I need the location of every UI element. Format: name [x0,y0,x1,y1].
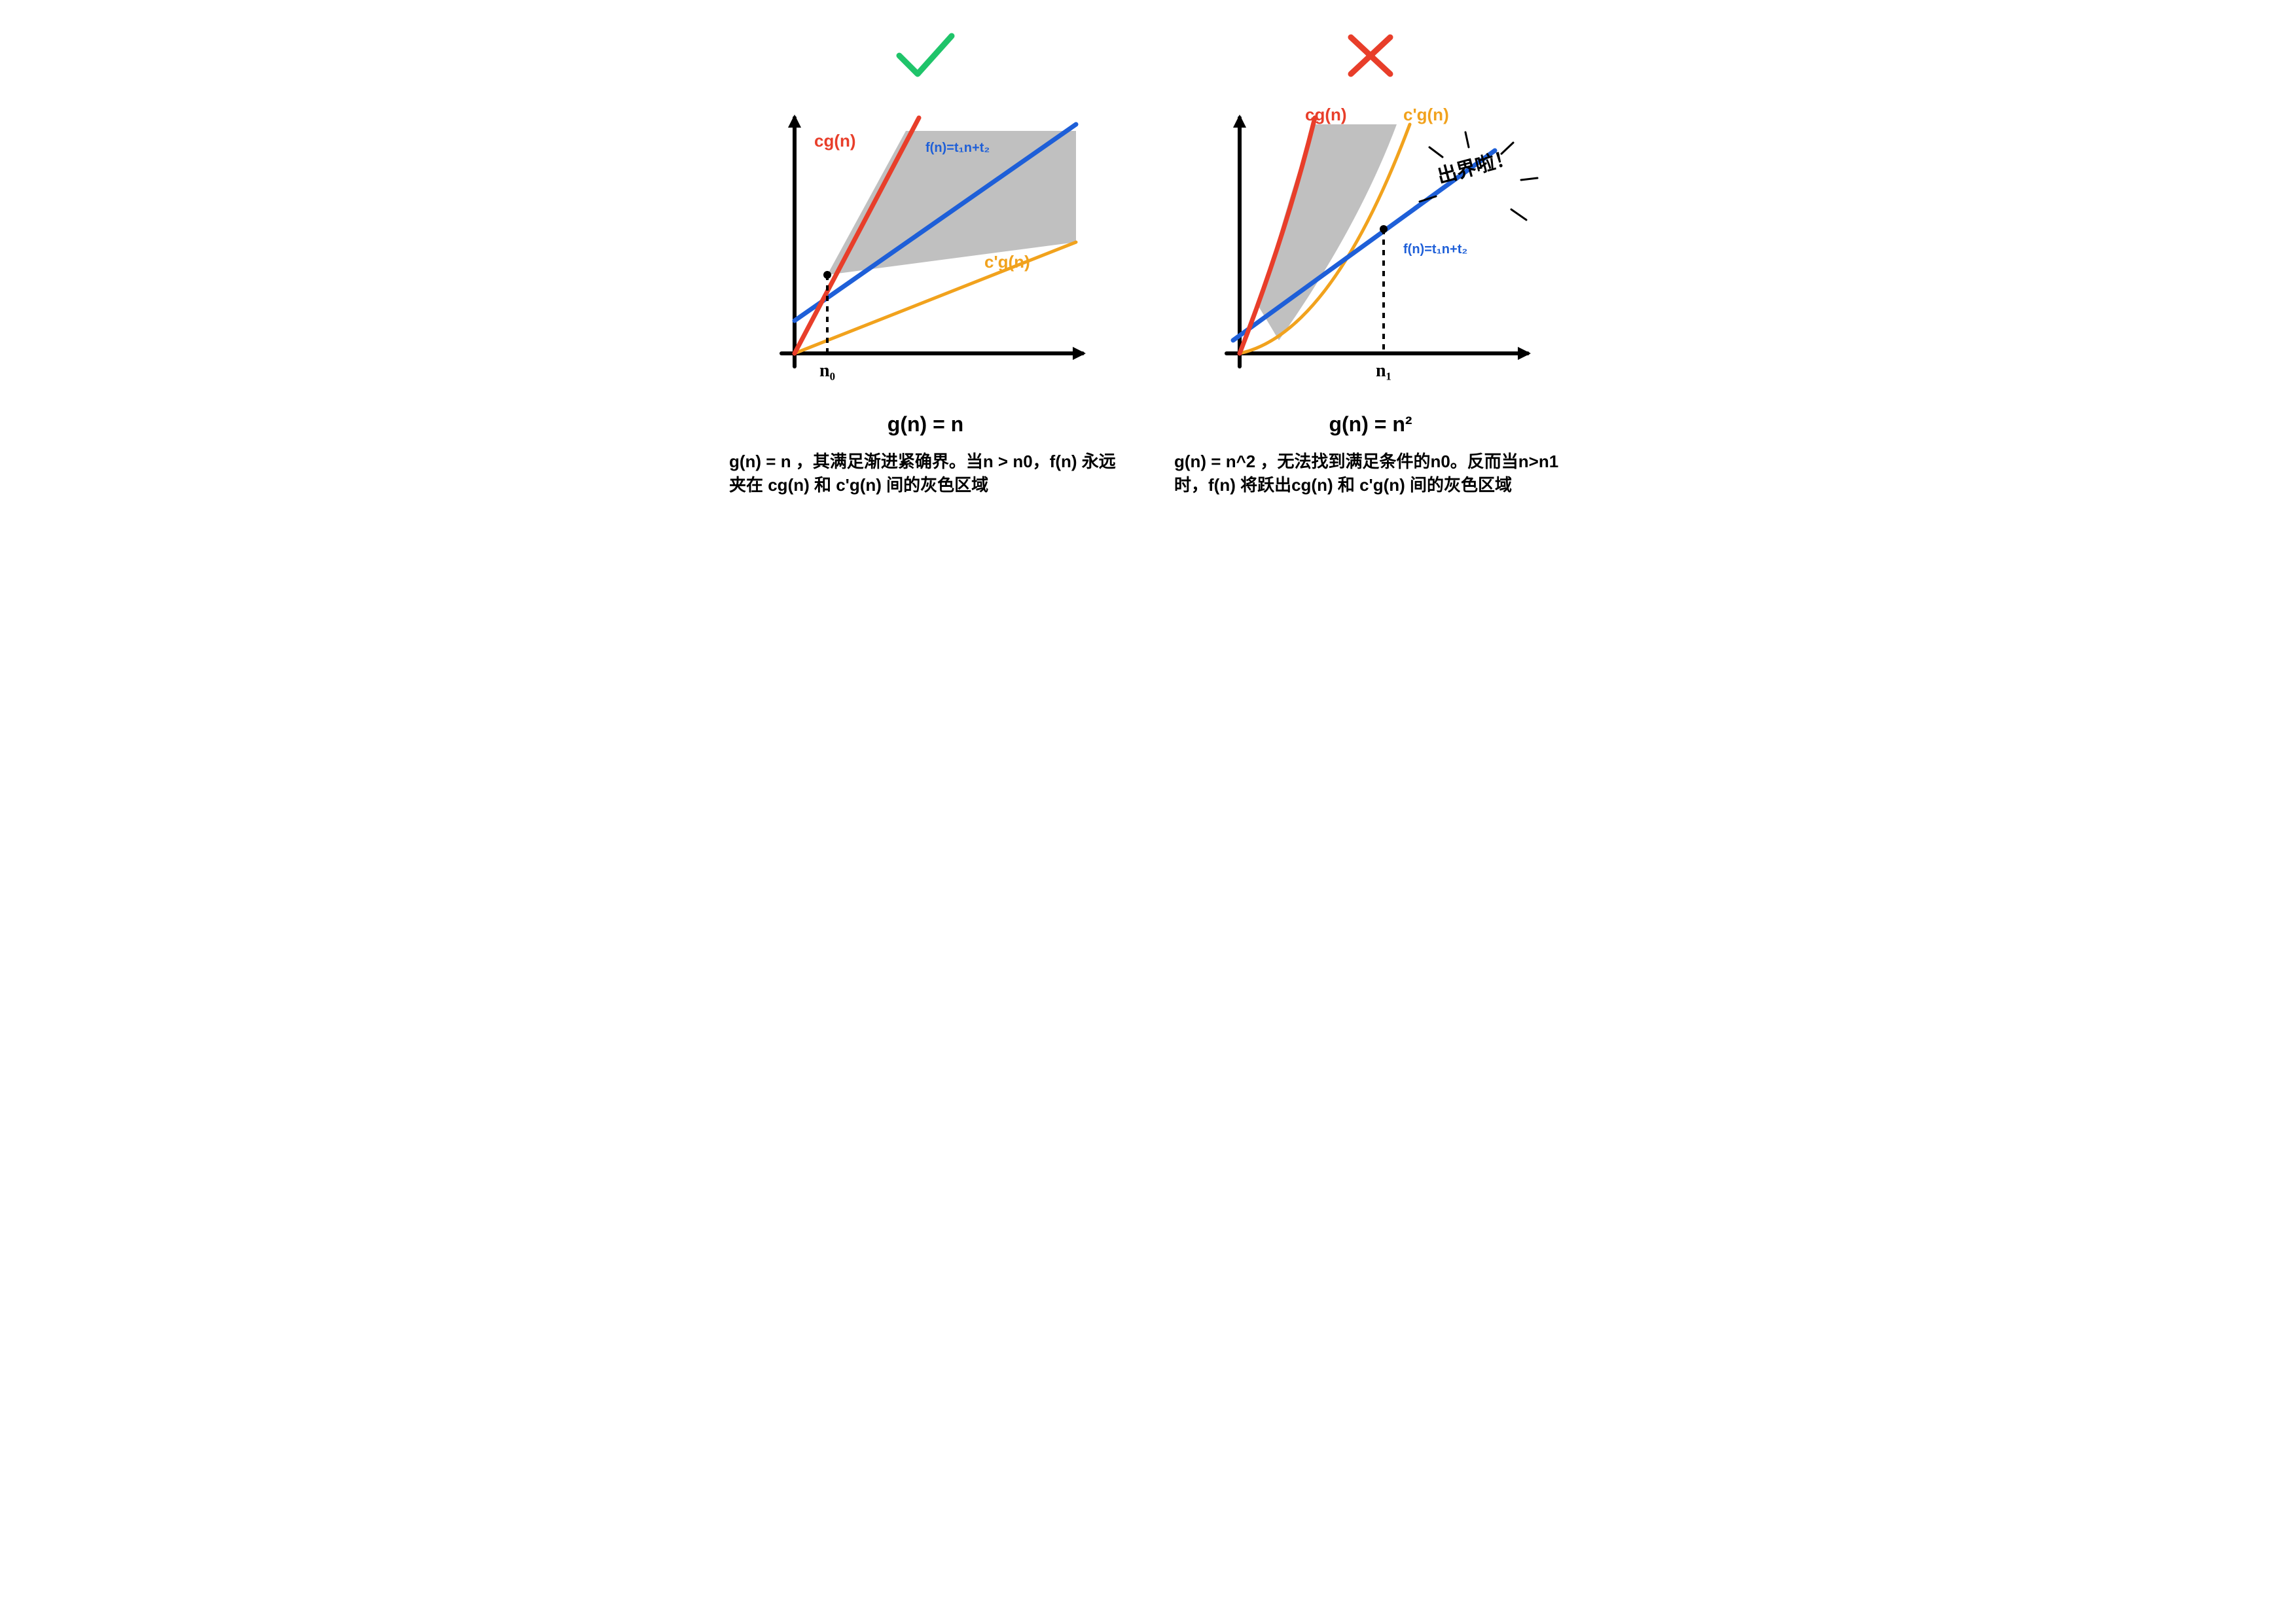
fn-label: f(n)=t₁n+t₂ [925,141,990,156]
svg-text:n₀: n₀ [819,361,835,381]
right-graph: n₁ cg(n) f(n)=t₁n+t₂ c'g(n) 出界啦！ [1200,92,1541,406]
cprime-label: c'g(n) [984,252,1030,272]
left-panel: n₀ cg(n) f(n)=t₁n+t₂ c'g(n) g(n) = n g(n… [723,26,1128,497]
left-caption: g(n) = n ，其满足渐进紧确界。当n > n0，f(n) 永远夹在 cg(… [723,450,1128,497]
diagram-container: n₀ cg(n) f(n)=t₁n+t₂ c'g(n) g(n) = n g(n… [723,26,1573,497]
cg-label: cg(n) [814,131,856,151]
svg-text:n₁: n₁ [1376,361,1391,381]
right-panel: n₁ cg(n) f(n)=t₁n+t₂ c'g(n) 出界啦！ g(n) = … [1168,26,1573,497]
cg-label: cg(n) [1305,105,1347,125]
check-icon [893,26,958,85]
fn-label: f(n)=t₁n+t₂ [1403,242,1467,257]
right-caption: g(n) = n^2 ，无法找到满足条件的n0。反而当n>n1时，f(n) 将跃… [1168,450,1573,497]
cross-icon [1341,26,1400,85]
left-equation: g(n) = n [888,412,963,437]
left-graph: n₀ cg(n) f(n)=t₁n+t₂ c'g(n) [755,92,1096,406]
cprime-label: c'g(n) [1403,105,1449,125]
right-equation: g(n) = n² [1329,412,1412,437]
